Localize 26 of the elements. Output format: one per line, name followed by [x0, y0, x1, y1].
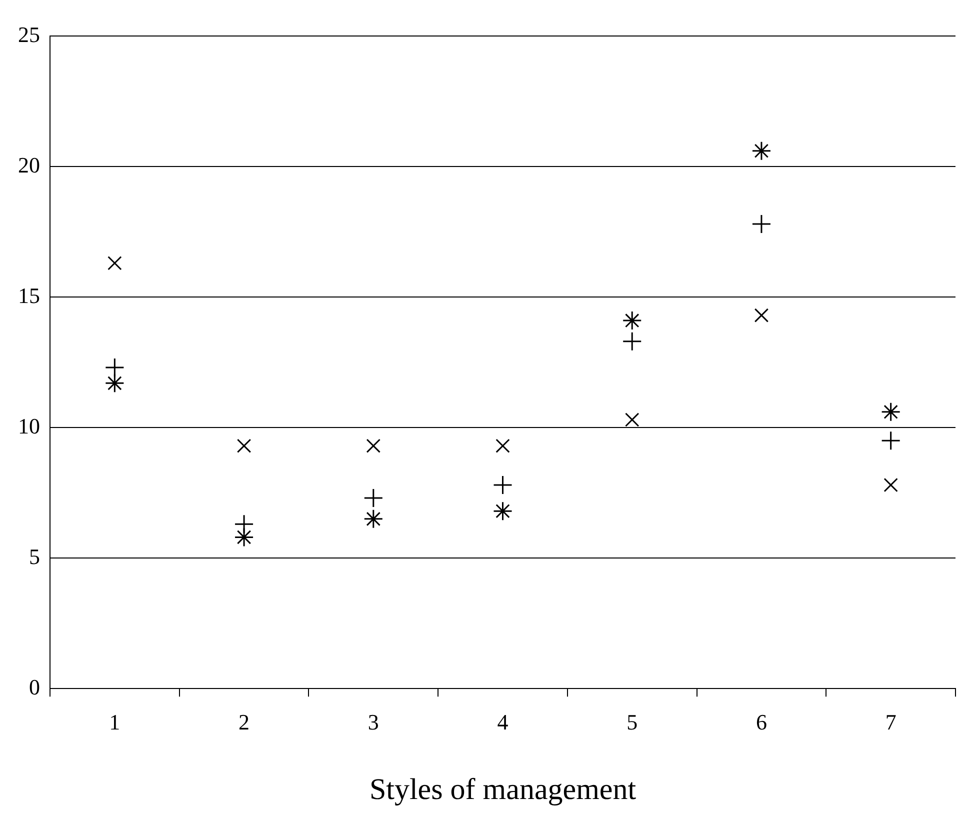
point	[108, 256, 122, 270]
x-tick-label: 3	[368, 710, 379, 735]
point	[366, 438, 381, 453]
x-tick-label: 1	[109, 710, 120, 735]
x-tick-label: 6	[756, 710, 767, 735]
y-tick-label: 10	[18, 413, 40, 438]
x-tick-label: 7	[885, 710, 896, 735]
y-tick-label: 5	[29, 544, 40, 569]
point	[493, 501, 512, 521]
y-tick-label: 0	[29, 674, 40, 700]
point	[881, 402, 901, 422]
x-tick-label: 4	[497, 710, 508, 735]
y-tick-label: 25	[18, 22, 40, 47]
point	[754, 308, 769, 322]
y-tick-label: 20	[18, 152, 40, 178]
y-tick-label: 15	[18, 282, 40, 308]
point	[884, 478, 898, 492]
x-axis-title: Styles of management	[369, 772, 637, 806]
point	[624, 412, 640, 427]
point	[496, 438, 510, 453]
point	[622, 310, 642, 330]
x-tick-label: 5	[626, 710, 638, 735]
x-tick-label: 2	[238, 710, 250, 735]
point	[236, 438, 252, 453]
point	[364, 509, 384, 529]
point	[752, 141, 772, 161]
